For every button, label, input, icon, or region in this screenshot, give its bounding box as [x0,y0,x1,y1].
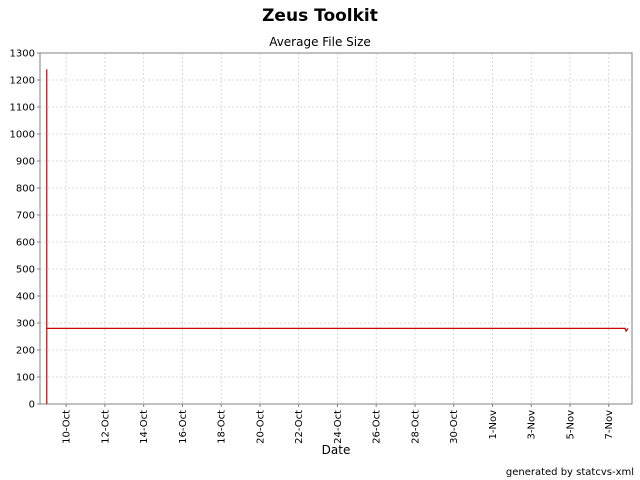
y-tick-label: 1000 [10,130,35,141]
x-tick-label: 18-Oct [217,410,228,444]
y-tick-label: 500 [16,265,35,276]
grid [40,52,632,405]
y-tick-label: 700 [16,211,35,222]
chart-title: Zeus Toolkit [262,6,378,26]
x-tick-label: 7-Nov [604,410,615,440]
y-tick-label: 1100 [10,103,35,114]
chart-subtitle: Average File Size [269,35,371,49]
x-tick-label: 1-Nov [488,410,499,440]
series-line [46,69,629,404]
series-layer [46,69,629,404]
x-tick-label: 22-Oct [294,410,305,444]
y-tick-label: 1300 [10,49,35,60]
y-tick-label: 300 [16,319,35,330]
plot-border [39,52,633,405]
x-tick-label: 10-Oct [62,410,73,444]
y-tick-label: 200 [16,346,35,357]
x-tick-label: 14-Oct [139,410,150,444]
footer-credit: generated by statcvs-xml [505,467,634,478]
x-tick-label: 20-Oct [255,410,266,444]
y-tick-label: 600 [16,238,35,249]
y-tick-label: 800 [16,184,35,195]
x-tick-label: 28-Oct [410,410,421,444]
x-tick-label: 3-Nov [527,410,538,440]
x-tick-label: 30-Oct [449,410,460,444]
y-tick-label: 400 [16,292,35,303]
plot-background [40,53,632,404]
axes: 0 100 200 300 400 500 600 700 800 900 1000 1100 1200… [10,49,633,444]
y-tick-label: 0 [29,400,35,411]
x-tick-label: 26-Oct [372,410,383,444]
x-tick-label: 12-Oct [100,410,111,444]
x-tick-label: 16-Oct [178,410,189,444]
x-axis-label: Date [321,443,351,457]
y-tick-label: 1200 [10,76,35,87]
x-tick-label: 5-Nov [565,410,576,440]
y-tick-label: 100 [16,373,35,384]
x-tick-label: 24-Oct [333,410,344,444]
y-tick-label: 900 [16,157,35,168]
